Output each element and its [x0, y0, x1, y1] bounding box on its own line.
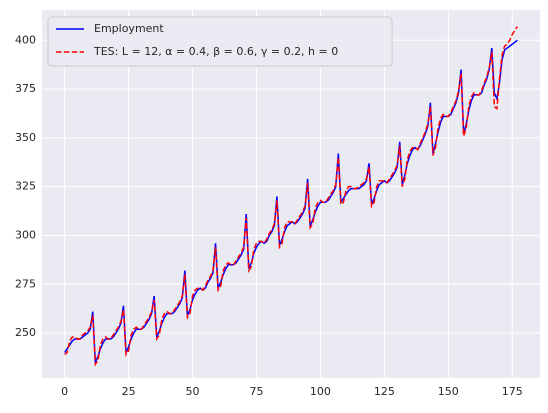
y-tick-label: 325	[15, 180, 36, 193]
series-line	[64, 39, 518, 363]
y-tick-label: 275	[15, 277, 36, 290]
y-tick-label: 300	[15, 228, 36, 241]
x-tick-label: 0	[61, 385, 68, 398]
y-tick-label: 375	[15, 82, 36, 95]
plot-area	[42, 10, 540, 378]
x-tick-label: 25	[122, 385, 136, 398]
x-tick-label: 175	[502, 385, 523, 398]
y-tick-label: 400	[15, 33, 36, 46]
legend-box	[47, 16, 393, 67]
x-tick-label: 125	[374, 385, 395, 398]
x-tick-label: 150	[438, 385, 459, 398]
x-tick-label: 100	[310, 385, 331, 398]
series-line	[64, 26, 518, 367]
y-tick-label: 350	[15, 131, 36, 144]
y-tick-label: 250	[15, 326, 36, 339]
legend-label: Employment	[94, 22, 164, 35]
legend-label: TES: L = 12, α = 0.4, β = 0.6, γ = 0.2, …	[93, 45, 338, 58]
x-tick-label: 50	[186, 385, 200, 398]
x-tick-label: 75	[249, 385, 263, 398]
